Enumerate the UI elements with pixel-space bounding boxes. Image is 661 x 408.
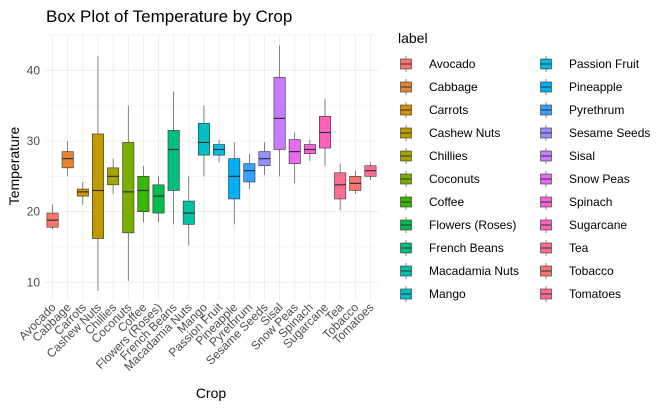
box-body: [334, 172, 347, 200]
y-tick-label: 10: [27, 275, 41, 289]
box-body: [76, 188, 89, 197]
legend-label: Mango: [429, 287, 466, 301]
legend-label: Passion Fruit: [569, 57, 640, 71]
legend-item: Sugarcane: [540, 217, 627, 233]
legend-item: Pyrethrum: [540, 102, 624, 118]
legend-label: Pyrethrum: [569, 103, 624, 117]
box-avocado: [46, 204, 59, 230]
legend-item: Spinach: [540, 194, 612, 210]
y-tick-label: 40: [27, 63, 41, 77]
legend-label: Pineapple: [569, 80, 623, 94]
x-axis-title: Crop: [196, 385, 227, 401]
box-body: [122, 142, 135, 234]
legend-label: Coffee: [429, 195, 464, 209]
box-spinach: [303, 139, 316, 161]
legend-label: Sugarcane: [569, 218, 627, 232]
chart-title: Box Plot of Temperature by Crop: [46, 7, 292, 26]
box-mango: [197, 105, 210, 177]
box-carrots: [76, 181, 89, 205]
legend-item: Pineapple: [540, 79, 623, 95]
box-tomatoes: [364, 162, 377, 180]
boxes-layer: [46, 45, 377, 291]
legend-label: French Beans: [429, 241, 504, 255]
legend-item: Passion Fruit: [540, 56, 640, 72]
legend-item: Cabbage: [400, 79, 478, 95]
legend-label: Cabbage: [429, 80, 478, 94]
legend-item: Sisal: [540, 148, 595, 164]
box-flowers-roses-: [152, 176, 165, 223]
y-axis-title: Temperature: [6, 126, 22, 205]
box-coffee: [137, 165, 150, 223]
box-body: [273, 77, 286, 150]
y-axis-ticks: 10 20 30 40: [27, 63, 41, 289]
box-tea: [334, 163, 347, 211]
legend-item: Coffee: [400, 194, 464, 210]
legend-item: Flowers (Roses): [400, 217, 516, 233]
legend-item: Tea: [540, 240, 589, 256]
legend-item: Carrots: [400, 102, 468, 118]
legend-item: Cashew Nuts: [400, 125, 500, 141]
legend-label: Spinach: [569, 195, 612, 209]
legend-label: Cashew Nuts: [429, 126, 500, 140]
box-body: [228, 158, 241, 200]
box-sisal: [273, 45, 286, 177]
legend-item: Macadamia Nuts: [400, 263, 519, 279]
box-coconuts: [122, 105, 135, 281]
box-body: [167, 130, 180, 191]
legend-item: French Beans: [400, 240, 504, 256]
legend-item: Sesame Seeds: [540, 125, 650, 141]
box-body: [137, 176, 150, 212]
box-macadamia-nuts: [182, 176, 195, 246]
box-passion-fruit: [213, 139, 226, 163]
y-tick-label: 20: [27, 205, 41, 219]
y-tick-label: 30: [27, 134, 41, 148]
legend-label: Flowers (Roses): [429, 218, 516, 232]
legend-label: Macadamia Nuts: [429, 264, 519, 278]
legend-label: Tobacco: [569, 264, 614, 278]
box-french-beans: [167, 91, 180, 225]
legend-item: Mango: [400, 286, 466, 302]
legend-label: Sisal: [569, 149, 595, 163]
box-body: [92, 133, 104, 239]
box-cabbage: [61, 141, 74, 177]
legend-label: Snow Peas: [569, 172, 630, 186]
legend-item: Snow Peas: [540, 171, 630, 187]
legend-title: label: [398, 30, 428, 46]
box-body: [197, 123, 210, 156]
legend-label: Coconuts: [429, 172, 480, 186]
box-snow-peas: [288, 132, 301, 184]
box-body: [243, 163, 256, 183]
legend-label: Carrots: [429, 103, 468, 117]
legend-label: Tea: [569, 241, 589, 255]
box-tobacco: [349, 170, 362, 194]
box-pineapple: [228, 142, 241, 225]
legend-item: Avocado: [400, 56, 476, 72]
box-sugarcane: [319, 98, 331, 166]
legend-item: Coconuts: [400, 171, 480, 187]
box-cashew-nuts: [92, 56, 104, 291]
legend-label: Tomatoes: [569, 287, 621, 301]
legend-label: Chillies: [429, 149, 468, 163]
box-chillies: [107, 158, 120, 194]
box-pyrethrum: [243, 153, 256, 190]
legend-item: Tomatoes: [540, 286, 621, 302]
legend: Avocado Cabbage Carrots Cashew Nuts Chillies…: [400, 56, 650, 302]
box-body: [152, 184, 165, 214]
legend-item: Tobacco: [540, 263, 614, 279]
legend-label: Avocado: [429, 57, 476, 71]
box-body: [61, 151, 74, 169]
box-sesame-seeds: [258, 142, 271, 175]
legend-item: Chillies: [400, 148, 468, 164]
legend-label: Sesame Seeds: [569, 126, 650, 140]
